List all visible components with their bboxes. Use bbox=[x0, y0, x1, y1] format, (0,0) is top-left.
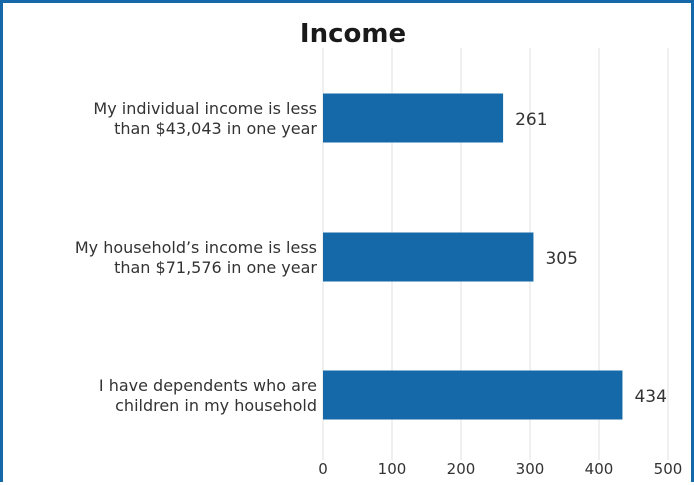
data-label-1: 261 bbox=[515, 110, 547, 130]
x-tick-label-100: 100 bbox=[378, 460, 407, 478]
x-tick-label-200: 200 bbox=[447, 460, 476, 478]
x-tick-label-400: 400 bbox=[585, 460, 614, 478]
bar-1 bbox=[323, 93, 504, 143]
chart-title: Income bbox=[300, 19, 406, 49]
category-label-1-line-2: than $43,043 in one year bbox=[114, 119, 317, 138]
category-label-1-line-1: My individual income is less bbox=[93, 99, 317, 118]
category-label-3: I have dependents who are children in my … bbox=[99, 376, 317, 415]
x-tick-label-0: 0 bbox=[318, 460, 328, 478]
data-label-3: 434 bbox=[634, 387, 666, 407]
category-label-2-line-2: than $71,576 in one year bbox=[114, 258, 317, 277]
x-tick-label-500: 500 bbox=[654, 460, 683, 478]
x-tick-label-300: 300 bbox=[516, 460, 545, 478]
category-label-3-line-2: children in my household bbox=[115, 396, 317, 415]
category-label-1: My individual income is less than $43,043… bbox=[93, 99, 317, 138]
data-label-2: 305 bbox=[545, 249, 577, 269]
bar-2 bbox=[323, 232, 534, 282]
bar-3 bbox=[323, 370, 623, 420]
category-label-2-line-1: My household’s income is less bbox=[75, 238, 317, 257]
category-label-3-line-1: I have dependents who are bbox=[99, 376, 317, 395]
category-label-2: My household’s income is less than $71,57… bbox=[75, 238, 318, 277]
